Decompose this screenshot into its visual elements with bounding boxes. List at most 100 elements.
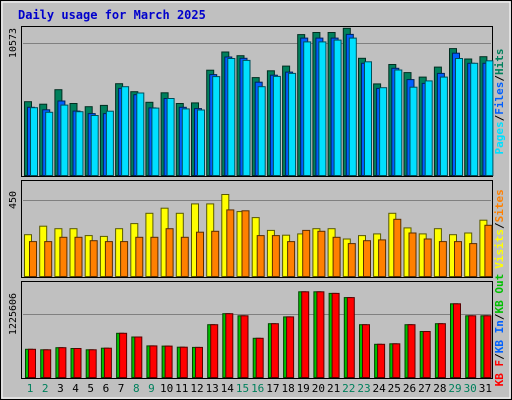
x-tick-label-day-17: 17: [266, 382, 279, 395]
bar-kbytes-kb-f-day-30: [468, 315, 477, 378]
bar-traffic_hits-pages-day-22: [348, 37, 357, 176]
bar-visits_sites-sites-day-6: [104, 241, 113, 278]
bar-traffic_hits-pages-day-1: [30, 107, 38, 176]
x-tick-label-day-13: 13: [206, 382, 219, 395]
legend-part: /: [493, 313, 506, 320]
legend-part: /: [493, 114, 506, 121]
bar-kbytes-kb-f-day-28: [437, 323, 446, 379]
bar-traffic_hits-pages-day-20: [318, 41, 327, 177]
bar-traffic_hits-pages-day-3: [60, 104, 69, 176]
bar-kbytes-kb-f-day-7: [119, 332, 128, 378]
bar-traffic_hits-pages-day-15: [242, 59, 251, 176]
bar-traffic_hits-pages-day-4: [75, 111, 84, 176]
y-tick-label: 450: [8, 191, 19, 209]
bar-kbytes-kb-f-day-16: [255, 337, 264, 378]
x-tick-label-day-14: 14: [221, 382, 235, 395]
bar-visits_sites-sites-day-12: [196, 231, 204, 277]
bar-traffic_hits-pages-day-13: [212, 76, 221, 176]
bar-traffic_hits-pages-day-30: [470, 62, 479, 176]
bar-kbytes-kb-f-day-19: [301, 291, 310, 378]
bar-traffic_hits-pages-day-29: [455, 58, 463, 176]
bar-traffic_hits-pages-day-28: [439, 76, 448, 176]
bar-visits_sites-sites-day-25: [393, 218, 402, 278]
x-tick-label-day-26: 26: [403, 382, 416, 395]
x-tick-label-day-3: 3: [57, 382, 64, 395]
bar-visits_sites-sites-day-5: [89, 240, 98, 277]
legend-part: KB In: [493, 320, 506, 353]
bar-kbytes-kb-f-day-25: [392, 343, 401, 378]
bar-visits_sites-sites-day-1: [29, 241, 37, 278]
bar-traffic_hits-pages-day-12: [197, 109, 205, 176]
bar-traffic_hits-pages-day-31: [485, 60, 494, 176]
bar-kbytes-kb-f-day-4: [73, 348, 82, 378]
bar-kbytes-kb-f-day-11: [179, 346, 188, 379]
x-tick-label-day-7: 7: [118, 382, 125, 395]
legend-part: /: [493, 353, 506, 360]
bar-kbytes-kb-f-day-5: [88, 349, 97, 378]
bar-visits_sites-sites-day-31: [484, 224, 493, 278]
legend-part: Files: [493, 82, 506, 115]
x-tick-label-day-18: 18: [281, 382, 294, 395]
x-tick-label-day-29: 29: [448, 382, 461, 395]
bar-traffic_hits-pages-day-18: [288, 72, 297, 176]
chart-title: Daily usage for March 2025: [18, 8, 206, 22]
bar-kbytes-kb-f-day-31: [483, 315, 492, 378]
x-tick-label-day-23: 23: [357, 382, 370, 395]
legend-part: KB F: [493, 360, 506, 387]
bar-kbytes-kb-f-day-8: [134, 336, 143, 378]
x-tick-label-day-27: 27: [418, 382, 431, 395]
bar-traffic_hits-pages-day-5: [90, 115, 99, 176]
bar-traffic_hits-pages-day-24: [379, 87, 388, 176]
bar-traffic_hits-pages-day-19: [303, 41, 312, 177]
bar-visits_sites-sites-day-11: [180, 236, 189, 278]
bar-kbytes-kb-f-day-20: [316, 291, 325, 378]
legend-part: Visits: [493, 229, 506, 269]
legend-kbytes: KB F/KB In/KB Out: [493, 274, 506, 387]
bar-visits_sites-sites-day-21: [332, 236, 341, 278]
legend-part: /: [493, 75, 506, 82]
x-tick-label-day-30: 30: [464, 382, 477, 395]
bar-traffic_hits-pages-day-17: [272, 75, 281, 176]
bar-kbytes-kb-f-day-13: [210, 324, 219, 379]
bar-traffic_hits-pages-day-9: [151, 107, 160, 176]
bar-visits_sites-sites-day-4: [74, 236, 83, 278]
x-tick-label-day-5: 5: [87, 382, 94, 395]
bar-kbytes-kb-f-day-22: [346, 297, 355, 379]
bar-visits_sites-sites-day-22: [347, 243, 356, 278]
bar-visits_sites-sites-day-26: [408, 232, 417, 277]
x-tick-label-day-16: 16: [251, 382, 264, 395]
bar-kbytes-kb-f-day-2: [43, 349, 52, 378]
legend-visits_sites: Visits/Sites: [493, 189, 506, 269]
gridlines: [23, 43, 491, 315]
bar-kbytes-kb-f-day-26: [407, 324, 416, 379]
bar-visits_sites-sites-day-14: [226, 209, 235, 277]
bar-kbytes-kb-f-day-6: [103, 347, 112, 379]
x-tick-label-day-25: 25: [388, 382, 401, 395]
bar-kbytes-kb-f-day-29: [453, 303, 461, 378]
bar-kbytes-kb-f-day-14: [225, 313, 234, 379]
x-tick-label-day-24: 24: [372, 382, 386, 395]
x-tick-label-day-28: 28: [433, 382, 446, 395]
bar-kbytes-kb-f-day-3: [58, 347, 67, 379]
bar-traffic_hits-pages-day-14: [227, 58, 236, 176]
bar-visits_sites-sites-day-13: [211, 230, 220, 278]
bar-visits_sites-sites-day-7: [120, 241, 129, 278]
x-tick-label-day-9: 9: [148, 382, 155, 395]
bar-visits_sites-sites-day-29: [454, 241, 462, 278]
bar-traffic_hits-pages-day-8: [136, 92, 145, 176]
bar-kbytes-kb-f-day-27: [422, 331, 431, 378]
bar-visits_sites-sites-day-15: [241, 210, 250, 277]
y-tick-label: 1225606: [8, 293, 19, 335]
bar-kbytes-kb-f-day-12: [195, 346, 203, 378]
y-tick-labels: 10573 450 1225606: [8, 28, 19, 335]
bar-visits_sites-sites-day-17: [271, 235, 280, 278]
bar-traffic_hits-pages-day-6: [105, 110, 114, 176]
bar-traffic_hits-pages-day-10: [166, 98, 175, 176]
bar-visits_sites-sites-day-3: [59, 236, 68, 278]
bar-traffic_hits-pages-day-21: [333, 39, 342, 176]
bar-kbytes-kb-f-day-18: [286, 316, 295, 378]
bar-visits_sites-sites-day-2: [44, 241, 53, 278]
